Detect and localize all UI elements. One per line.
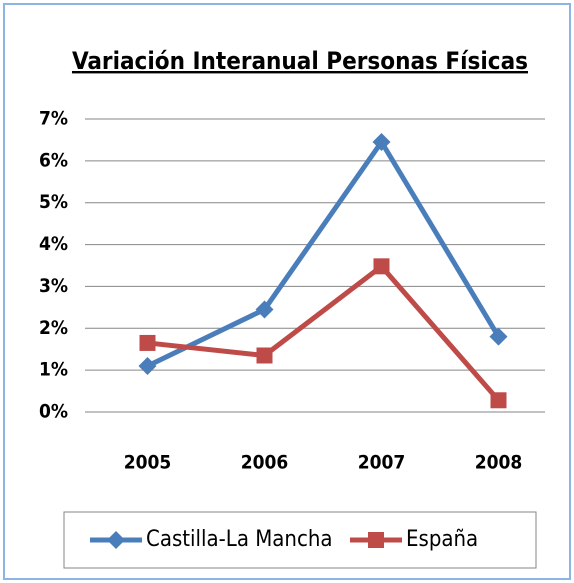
y-tick-label: 5% (39, 191, 68, 213)
series-line (146, 139, 501, 369)
x-tick-label: 2006 (241, 452, 289, 474)
x-tick-label: 2005 (124, 452, 172, 474)
data-point (139, 334, 156, 351)
legend-label: España (406, 527, 478, 552)
y-tick-label: 7% (39, 108, 68, 130)
data-point (255, 300, 274, 319)
data-point (372, 133, 391, 152)
y-tick-label: 4% (39, 233, 68, 255)
chart-border (3, 3, 571, 580)
series-line (147, 263, 501, 402)
data-point (256, 347, 273, 364)
y-tick-label: 2% (39, 317, 68, 339)
y-tick-label: 0% (39, 401, 68, 423)
x-tick-label: 2008 (475, 452, 523, 474)
data-point (490, 392, 507, 409)
y-tick-label: 1% (39, 359, 68, 381)
y-tick-label: 3% (39, 275, 68, 297)
data-point (373, 258, 390, 275)
legend-label: Castilla-La Mancha (146, 527, 333, 552)
data-point (138, 356, 157, 375)
chart-title: Variación Interanual Personas Físicas (72, 47, 528, 75)
legend-marker (107, 531, 125, 549)
y-tick-label: 6% (39, 149, 68, 171)
x-tick-label: 2007 (358, 452, 406, 474)
legend-box (63, 511, 537, 569)
legend-marker (368, 532, 384, 548)
data-point (489, 327, 508, 346)
